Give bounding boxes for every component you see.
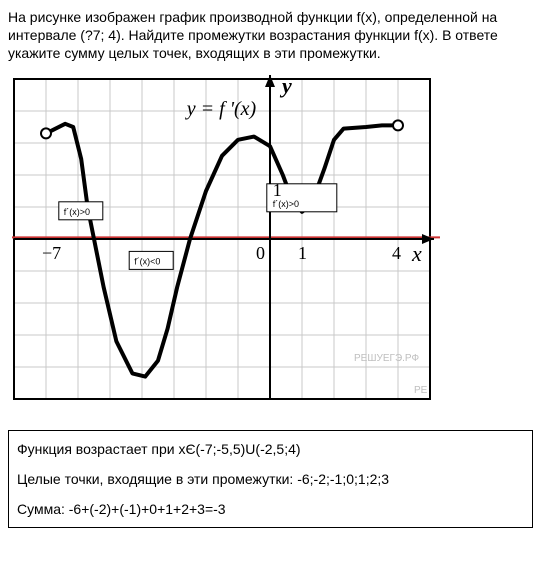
svg-text:1: 1 bbox=[273, 179, 282, 199]
svg-text:4: 4 bbox=[392, 243, 401, 263]
svg-text:f´(x)>0: f´(x)>0 bbox=[273, 198, 299, 208]
chart-container: yx01−74y = f '(x)f´(x)>0f´(x)<01f´(x)>0Р… bbox=[8, 73, 533, 416]
svg-text:РЕ: РЕ bbox=[414, 385, 428, 396]
svg-text:x: x bbox=[411, 241, 422, 266]
svg-text:1: 1 bbox=[298, 243, 307, 263]
svg-text:f´(x)>0: f´(x)>0 bbox=[64, 206, 90, 216]
answer-line-sum: Сумма: -6+(-2)+(-1)+0+1+2+3=-3 bbox=[17, 501, 524, 517]
problem-text: На рисунке изображен график производной … bbox=[8, 8, 533, 63]
answer-box: Функция возрастает при xЄ(-7;-5,5)U(-2,5… bbox=[8, 430, 533, 528]
svg-text:−7: −7 bbox=[42, 243, 61, 263]
answer-line-points: Целые точки, входящие в эти промежутки: … bbox=[17, 471, 524, 487]
answer-line-intervals: Функция возрастает при xЄ(-7;-5,5)U(-2,5… bbox=[17, 441, 524, 457]
svg-text:y = f '(x): y = f '(x) bbox=[185, 98, 257, 120]
derivative-chart: yx01−74y = f '(x)f´(x)>0f´(x)<01f´(x)>0Р… bbox=[8, 73, 448, 413]
svg-text:РЕШУЕГЭ.РФ: РЕШУЕГЭ.РФ bbox=[354, 353, 419, 364]
svg-text:0: 0 bbox=[256, 243, 265, 263]
svg-text:f´(x)<0: f´(x)<0 bbox=[134, 256, 160, 266]
